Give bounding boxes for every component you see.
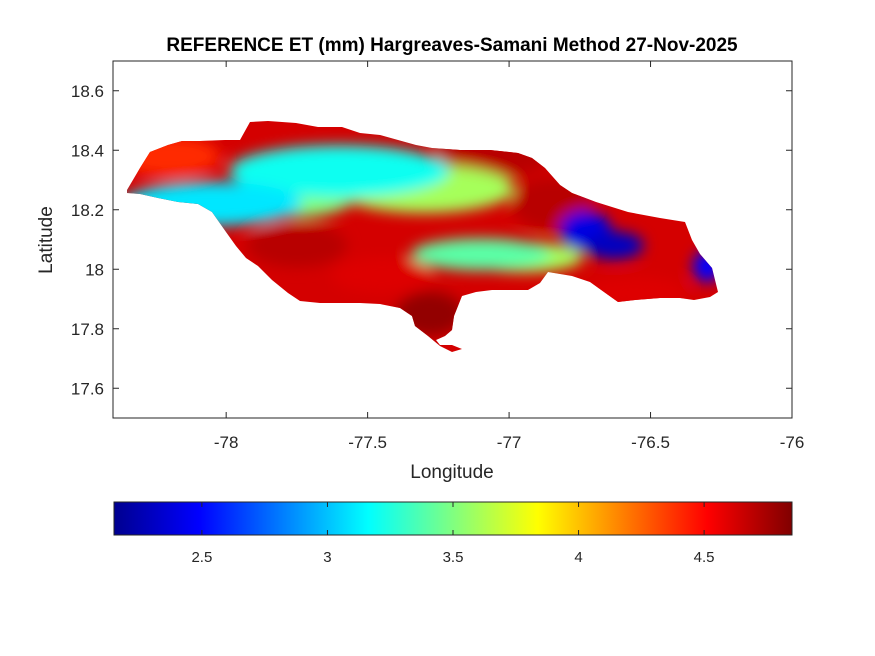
- map-value-region: [331, 257, 432, 294]
- x-tick-label: -77: [497, 433, 522, 452]
- colorbar-tick-label: 3: [323, 549, 331, 566]
- colorbar-tick-label: 4: [574, 549, 582, 566]
- map-value-region: [410, 238, 551, 271]
- y-tick-label: 17.8: [71, 320, 104, 339]
- y-tick-label: 18.6: [71, 82, 104, 101]
- y-tick-label: 17.6: [71, 379, 104, 398]
- y-tick-label: 18.2: [71, 201, 104, 220]
- colorbar-tick-label: 2.5: [191, 549, 212, 566]
- map-layer: [127, 121, 718, 352]
- y-axis-ticks: 17.6 17.8 18 18.2 18.4 18.6: [71, 82, 792, 398]
- x-tick-label: -76: [780, 433, 805, 452]
- colorbar-gradient: [113, 501, 793, 536]
- y-tick-label: 18.4: [71, 141, 104, 160]
- map-value-region: [229, 145, 450, 198]
- x-tick-label: -78: [214, 433, 239, 452]
- chart-title: REFERENCE ET (mm) Hargreaves-Samani Meth…: [166, 35, 738, 56]
- x-tick-label: -76.5: [631, 433, 670, 452]
- x-axis-ticks: -78 -77.5 -77 -76.5 -76: [214, 61, 804, 452]
- map-value-region: [246, 223, 347, 268]
- x-tick-label: -77.5: [348, 433, 387, 452]
- y-tick-label: 18: [85, 260, 104, 279]
- colorbar-tick-label: 4.5: [694, 549, 715, 566]
- y-axis-label: Latitude: [36, 206, 57, 274]
- colorbar: 2.5 3 3.5 4 4.5: [113, 501, 793, 566]
- colorbar-tick-label: 3.5: [443, 549, 464, 566]
- x-axis-label: Longitude: [410, 462, 493, 483]
- colorbar-ticks: 2.5 3 3.5 4 4.5: [191, 502, 715, 566]
- map-value-region: [583, 231, 644, 260]
